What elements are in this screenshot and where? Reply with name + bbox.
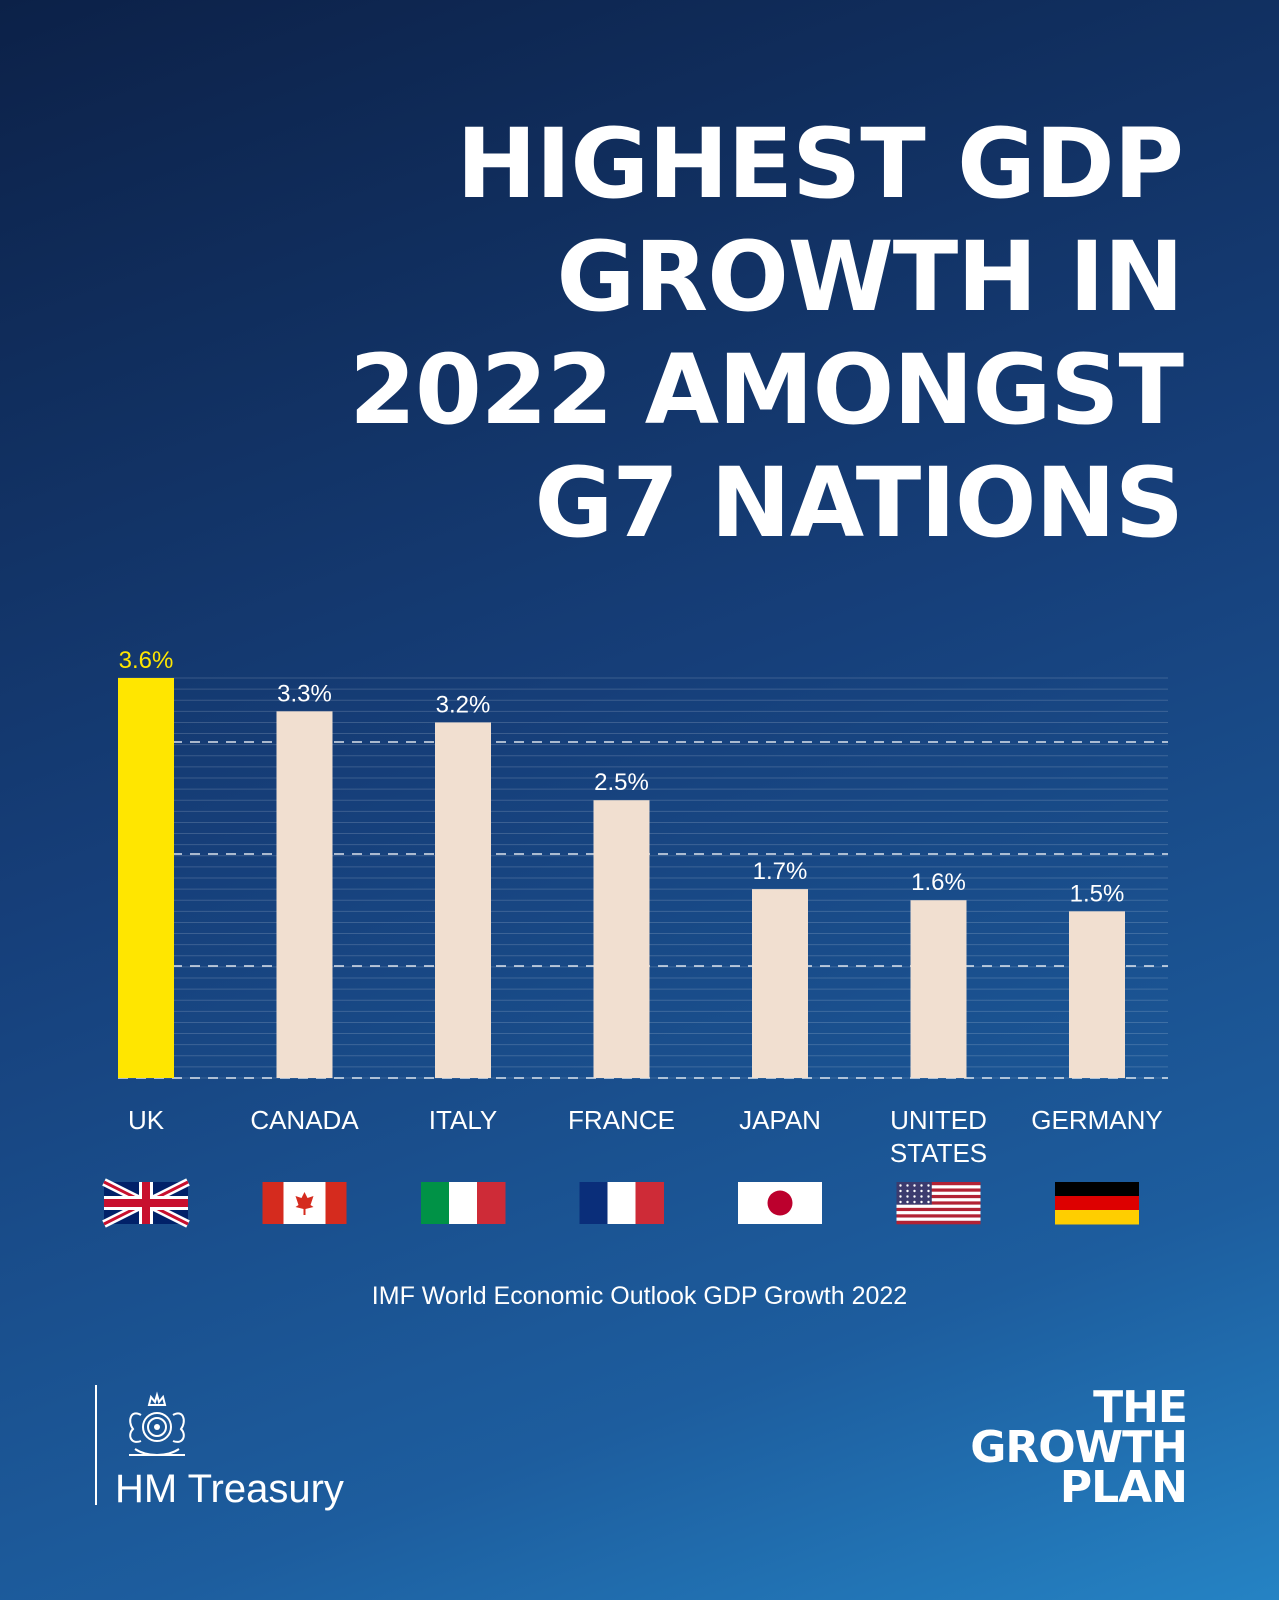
value-label: 1.7% [753, 858, 808, 885]
growth-plan-line-1: THE [1093, 1382, 1188, 1433]
japan-flag-icon [738, 1182, 822, 1224]
chart-bars [118, 678, 1125, 1078]
value-label: 2.5% [594, 769, 649, 796]
growth-plan-line-3: PLAN [1059, 1462, 1188, 1513]
bar [435, 722, 491, 1078]
value-label: 3.6% [119, 647, 174, 674]
bar [1069, 911, 1125, 1078]
gdp-bar-chart: 3.6% 3.3% 3.2% 2.5% 1.7% 1.6% 1.5% UK CANADA ITA… [102, 647, 1168, 1228]
canada-flag-icon [262, 1182, 347, 1224]
bar [118, 678, 174, 1078]
united-states-flag-icon [896, 1182, 981, 1225]
uk-flag-icon [102, 1178, 190, 1228]
category-label: ITALY [429, 1105, 497, 1135]
italy-flag-icon [421, 1182, 506, 1224]
hm-treasury-logo: HM Treasury [95, 1385, 397, 1511]
headline-line-1: HIGHEST GDP [456, 108, 1184, 220]
category-label: CANADA [250, 1105, 359, 1135]
bar [752, 889, 808, 1078]
germany-flag-icon [1055, 1182, 1139, 1225]
value-label: 1.5% [1070, 880, 1125, 907]
headline-line-4: G7 NATIONS [534, 447, 1185, 559]
headline: HIGHEST GDP GROWTH IN 2022 AMONGST G7 NA… [83, 108, 1185, 560]
bar [593, 800, 650, 1078]
category-label: UK [128, 1105, 165, 1135]
growth-plan-logo: THE GROWTH PLAN [970, 1382, 1188, 1513]
chart-value-labels: 3.6% 3.3% 3.2% 2.5% 1.7% 1.6% 1.5% [119, 647, 1125, 907]
value-label: 3.3% [277, 680, 332, 707]
france-flag-icon [579, 1182, 664, 1224]
bar [276, 711, 333, 1078]
growth-plan-line-2: GROWTH [970, 1422, 1188, 1473]
bar [910, 900, 967, 1078]
hm-treasury-name: HM Treasury [115, 1467, 344, 1511]
headline-line-2: GROWTH IN [556, 221, 1184, 333]
category-label: FRANCE [568, 1105, 675, 1135]
royal-crest-icon [129, 1391, 185, 1456]
category-label: JAPAN [739, 1105, 821, 1135]
category-label: STATES [890, 1138, 987, 1168]
value-label: 3.2% [436, 691, 491, 718]
source-note: IMF World Economic Outlook GDP Growth 20… [371, 1282, 908, 1310]
chart-flags [102, 1178, 1139, 1228]
category-label: UNITED [890, 1105, 987, 1135]
category-label: GERMANY [1031, 1105, 1162, 1135]
headline-line-3: 2022 AMONGST [349, 334, 1184, 446]
value-label: 1.6% [911, 869, 966, 896]
